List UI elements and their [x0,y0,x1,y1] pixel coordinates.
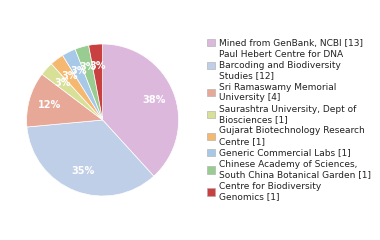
Text: 3%: 3% [70,66,87,76]
Text: 3%: 3% [89,60,106,71]
Wedge shape [89,44,103,120]
Legend: Mined from GenBank, NCBI [13], Paul Hebert Centre for DNA
Barcoding and Biodiver: Mined from GenBank, NCBI [13], Paul Hebe… [206,38,372,202]
Text: 35%: 35% [71,166,95,176]
Wedge shape [42,64,103,120]
Text: 38%: 38% [142,95,165,105]
Text: 3%: 3% [62,71,78,81]
Wedge shape [51,55,103,120]
Wedge shape [27,120,154,196]
Text: 12%: 12% [38,100,62,110]
Wedge shape [103,44,179,176]
Text: 3%: 3% [54,78,70,88]
Wedge shape [75,45,103,120]
Wedge shape [63,49,103,120]
Wedge shape [27,74,103,127]
Text: 3%: 3% [79,62,96,72]
